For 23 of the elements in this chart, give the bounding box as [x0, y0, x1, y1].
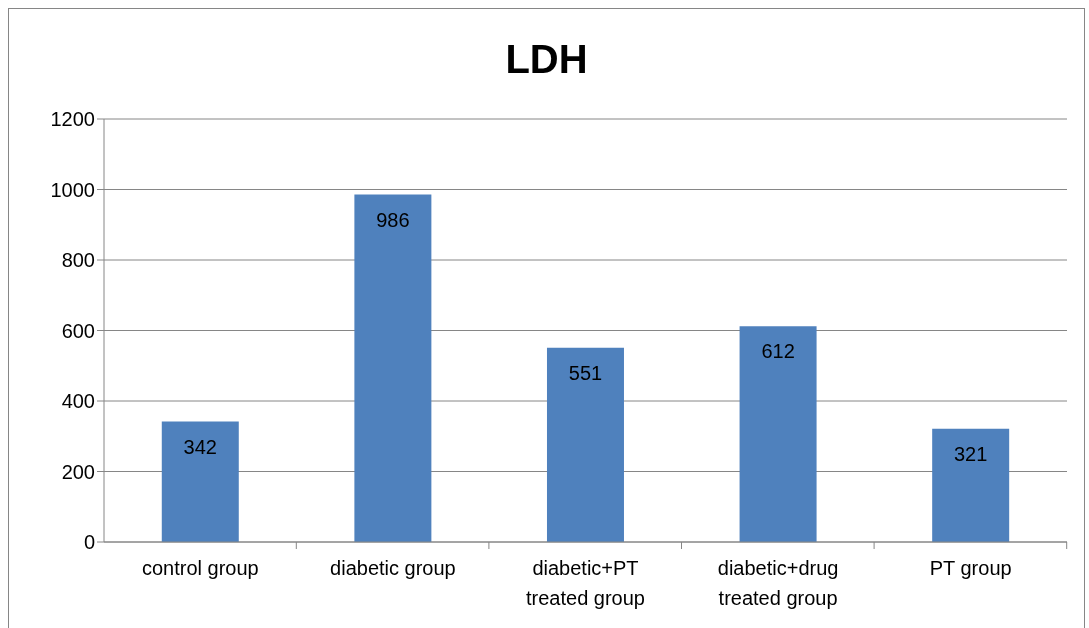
data-label: 321: [953, 443, 988, 466]
data-label: 551: [568, 361, 603, 384]
data-label: 612: [761, 340, 795, 363]
x-tick-label: diabetic+drug treated group: [717, 557, 839, 609]
data-label: 986: [376, 208, 410, 231]
y-tick-label: 200: [61, 460, 95, 483]
x-tick-label: diabetic group: [330, 557, 456, 579]
x-tick-label: control group: [141, 557, 259, 579]
bar: [161, 421, 239, 542]
y-tick-label: 1000: [50, 178, 95, 201]
y-tick-label: 800: [61, 249, 95, 272]
bar: [739, 326, 817, 542]
y-tick-label: 400: [61, 390, 95, 413]
y-tick-label: 0: [83, 531, 95, 554]
y-tick-label: 1200: [50, 108, 95, 131]
x-tick-label: diabetic+PT treated group: [526, 557, 645, 609]
bar: [546, 347, 624, 542]
chart-title: LDH: [504, 37, 589, 82]
bar: [932, 428, 1010, 542]
y-tick-label: 600: [61, 319, 95, 342]
data-label: 342: [183, 435, 217, 458]
bar: [354, 194, 432, 542]
x-tick-label: PT group: [929, 557, 1012, 579]
